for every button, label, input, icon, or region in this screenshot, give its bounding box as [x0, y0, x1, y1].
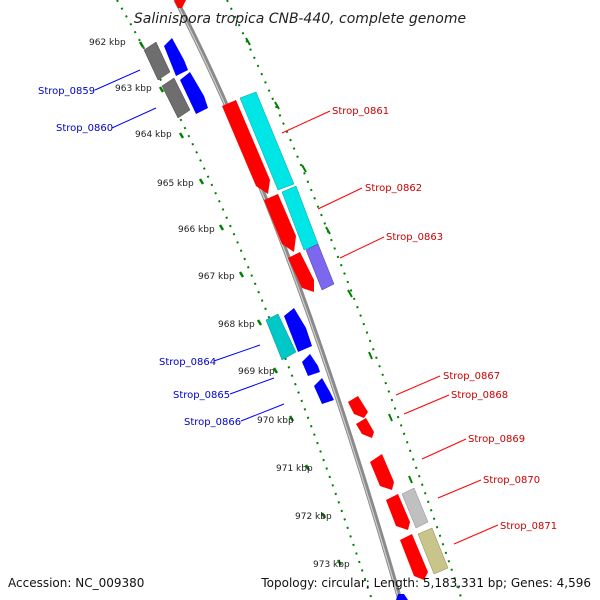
inner-dotted-ring: [116, 0, 373, 600]
gene-label-forward: Strop_0871: [500, 521, 557, 532]
cyan-feature-0864: [265, 313, 297, 361]
genome-backbone: [173, 0, 403, 600]
kbp-tick-label: 967 kbp: [198, 272, 235, 282]
gene-label-reverse: Strop_0860: [56, 123, 113, 134]
kbp-tick-label: 966 kbp: [178, 225, 215, 235]
purple-feature-0863: [305, 243, 335, 291]
reverse-strand-features: [143, 38, 334, 404]
gene-Strop_0859: [164, 38, 188, 76]
gene-label-reverse: Strop_0866: [184, 417, 241, 428]
kbp-tick-label: 973 kbp: [313, 560, 350, 570]
kbp-tick-label: 968 kbp: [218, 320, 255, 330]
inner-ring-ticks: [138, 41, 343, 566]
khaki-feature-0871: [417, 527, 449, 575]
kbp-tick-label: 963 kbp: [115, 84, 152, 94]
cyan-feature-0861: [239, 91, 295, 191]
outer-dotted-ring: [226, 0, 463, 600]
gene-Strop_0864: [284, 308, 312, 352]
gene-bottom-partial: [396, 594, 408, 600]
map-title: Salinispora tropica CNB-440, complete ge…: [134, 11, 466, 27]
gene-label-forward: Strop_0869: [468, 434, 525, 445]
accession-text: Accession: NC_009380: [8, 576, 144, 590]
genome-backbone-highlight: [174, 0, 400, 600]
gene-Strop_0861: [222, 100, 270, 194]
gene-label-forward: Strop_0863: [386, 232, 443, 243]
gene-label-forward: Strop_0861: [332, 106, 389, 117]
gene-Strop_0865: [302, 354, 320, 376]
gene-Strop_0862: [264, 194, 296, 252]
kbp-tick-label: 962 kbp: [89, 38, 126, 48]
gene-Strop_0866: [314, 378, 334, 404]
gene-Strop_0868: [356, 418, 374, 438]
gene-Strop_0863: [288, 252, 314, 292]
forward-label-lines: [281, 110, 499, 545]
light-gray-feature-0870: [401, 487, 429, 529]
gene-label-reverse: Strop_0864: [159, 357, 216, 368]
gene-label-forward: Strop_0867: [443, 371, 500, 382]
gray-feature-0860: [161, 77, 191, 119]
gene-Strop_0870: [386, 494, 410, 530]
kbp-tick-label: 964 kbp: [135, 130, 172, 140]
gene-label-forward: Strop_0862: [365, 183, 422, 194]
reverse-label-lines: [94, 69, 285, 422]
genome-summary-text: Topology: circular; Length: 5,183,331 bp…: [260, 576, 591, 590]
gene-Strop_0869: [370, 454, 394, 490]
kbp-tick-label: 970 kbp: [257, 416, 294, 426]
gene-Strop_0860: [180, 72, 208, 114]
kbp-tick-label: 971 kbp: [276, 464, 313, 474]
kbp-tick-label: 965 kbp: [157, 179, 194, 189]
gray-feature-0859: [143, 41, 171, 81]
forward-strand-features: [222, 91, 449, 580]
kbp-tick-label: 972 kbp: [295, 512, 332, 522]
kbp-tick-label: 969 kbp: [238, 367, 275, 377]
gene-label-forward: Strop_0870: [483, 475, 540, 486]
gene-Strop_0867: [348, 396, 368, 418]
gene-label-reverse: Strop_0859: [38, 86, 95, 97]
gene-label-forward: Strop_0868: [451, 390, 508, 401]
gene-Strop_0871: [400, 534, 428, 580]
gene-label-reverse: Strop_0865: [173, 390, 230, 401]
gene-top-partial: [174, 0, 186, 8]
